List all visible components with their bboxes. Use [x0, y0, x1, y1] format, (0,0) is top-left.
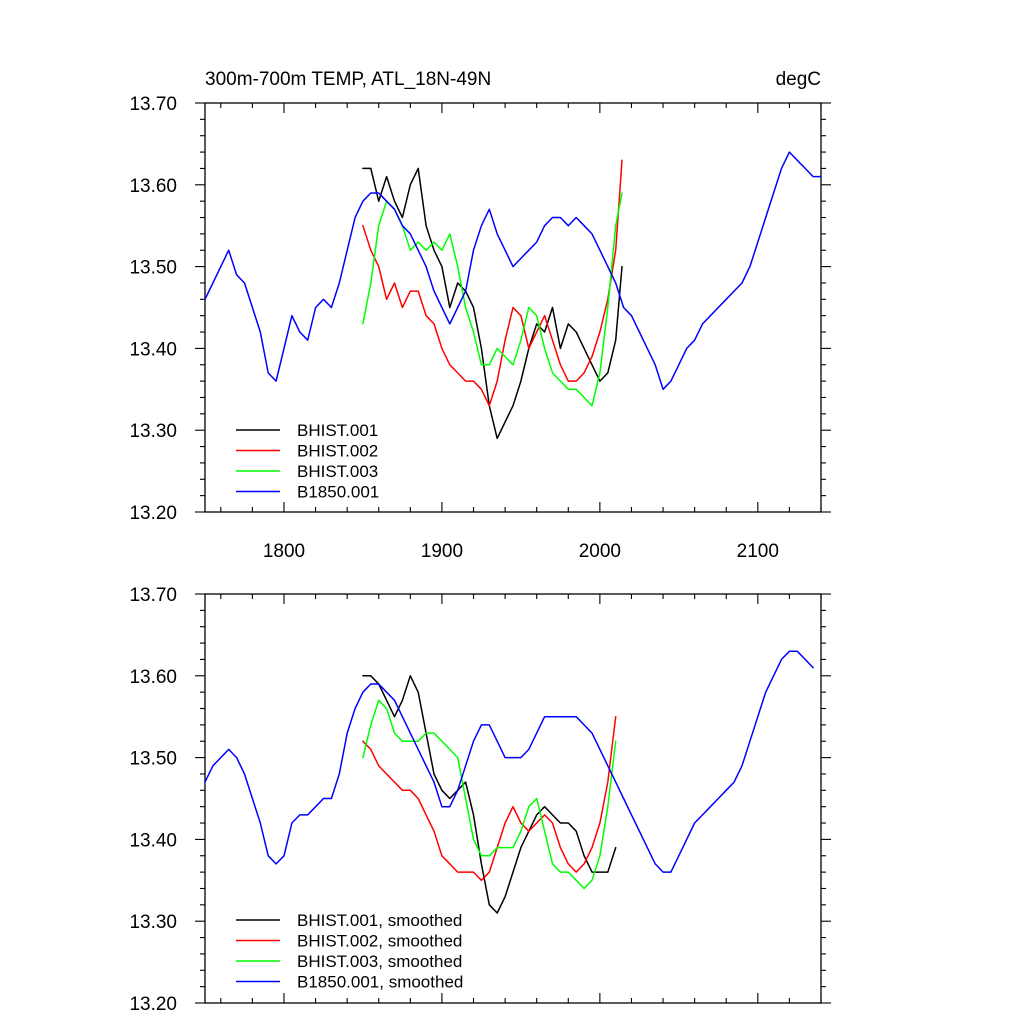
- x-tick-label: 1900: [421, 541, 463, 562]
- x-tick-label: 1800: [263, 541, 305, 562]
- legend-label: BHIST.001, smoothed: [297, 911, 462, 930]
- series-line-1: [362, 675, 617, 914]
- y-tick-label: 13.20: [129, 503, 177, 524]
- y-tick-label: 13.40: [129, 339, 177, 360]
- y-tick-label: 13.50: [129, 258, 177, 279]
- top-panel: 1800 1900 2000 2100 13.20 13.30 13.40 13.50 13.6…: [129, 94, 831, 562]
- y-tick-label: 13.60: [129, 176, 177, 197]
- y-tick-label: 13.50: [129, 749, 177, 770]
- legend-label: BHIST.002, smoothed: [297, 932, 462, 951]
- series-line-3: [362, 192, 623, 407]
- series-line-2: [362, 715, 617, 882]
- y-tick-label: 13.70: [129, 585, 177, 606]
- y-tick-label: 13.20: [129, 994, 177, 1015]
- y-tick-label: 13.40: [129, 830, 177, 851]
- y-tick-label: 13.70: [129, 94, 177, 115]
- legend-label: BHIST.003, smoothed: [297, 952, 462, 971]
- series-line-3: [362, 699, 617, 890]
- plot-frame: [204, 102, 822, 513]
- y-tick-label: 13.60: [129, 667, 177, 688]
- chart-title: 300m-700m TEMP, ATL_18N-49N: [205, 69, 491, 90]
- plot-frame: [204, 593, 822, 1004]
- legend-label: B1850.001, smoothed: [297, 973, 463, 992]
- bottom-panel: 13.20 13.30 13.40 13.50 13.60 13.70 BHIST.001,…: [129, 585, 831, 1015]
- series-line-1: [362, 167, 623, 440]
- y-tick-label: 13.30: [129, 421, 177, 442]
- x-tick-label: 2000: [579, 541, 621, 562]
- legend-label: BHIST.002: [297, 442, 378, 461]
- legend-label: BHIST.001: [297, 421, 378, 440]
- units-label: degC: [776, 69, 821, 90]
- y-tick-label: 13.30: [129, 912, 177, 933]
- legend-label: BHIST.003: [297, 462, 378, 481]
- legend-label: B1850.001: [297, 483, 379, 502]
- series-line-4: [204, 151, 822, 391]
- x-tick-label: 2100: [737, 541, 779, 562]
- series-line-4: [204, 650, 814, 873]
- series-line-2: [362, 159, 623, 407]
